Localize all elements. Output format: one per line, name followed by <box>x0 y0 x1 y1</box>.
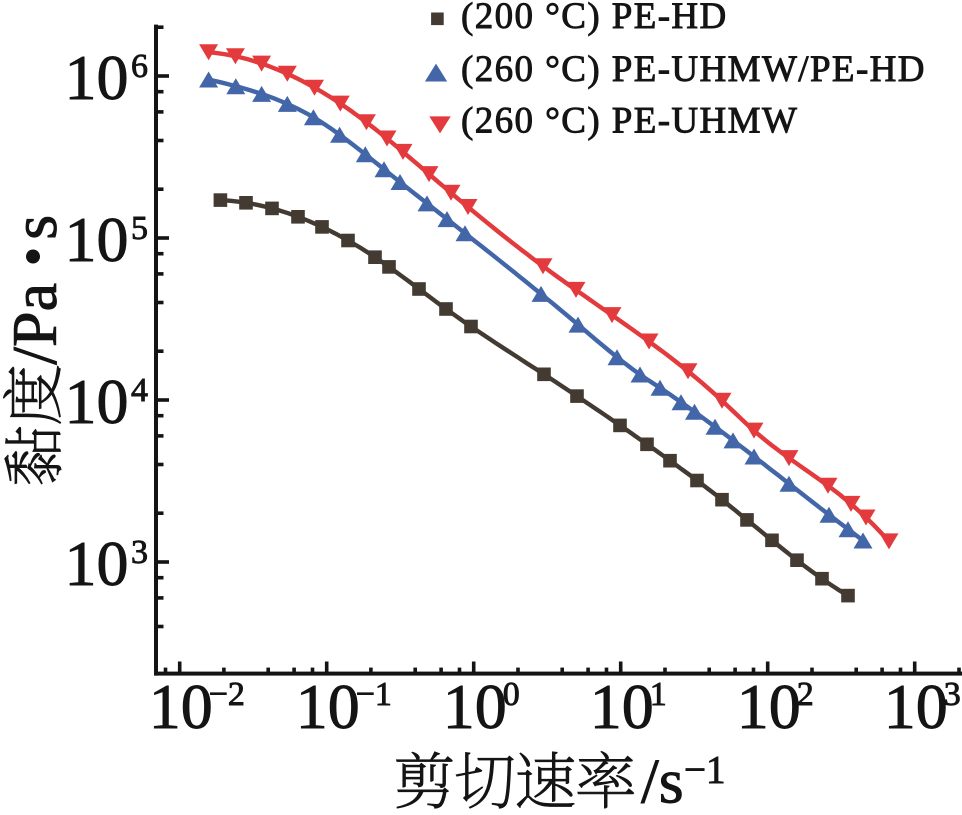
svg-text:10: 10 <box>65 42 129 113</box>
svg-text:10: 10 <box>149 671 213 742</box>
svg-text:/Pa: /Pa <box>0 283 70 365</box>
svg-text:4: 4 <box>131 372 148 409</box>
svg-text:10: 10 <box>443 671 507 742</box>
svg-text:/s: /s <box>641 746 684 811</box>
svg-text:(260 °C) PE-UHMW: (260 °C) PE-UHMW <box>461 101 798 142</box>
svg-text:0: 0 <box>503 676 520 713</box>
svg-text:10: 10 <box>65 528 129 599</box>
svg-text:(200 °C) PE-HD: (200 °C) PE-HD <box>461 0 728 37</box>
svg-text:−1: −1 <box>356 676 392 713</box>
svg-text:5: 5 <box>131 210 148 247</box>
svg-text:3: 3 <box>131 534 148 571</box>
svg-text:6: 6 <box>131 48 148 85</box>
svg-text:10: 10 <box>296 671 360 742</box>
svg-text:10: 10 <box>65 204 129 275</box>
svg-text:s: s <box>0 215 70 240</box>
svg-text:10: 10 <box>737 671 801 742</box>
svg-text:−1: −1 <box>684 749 726 792</box>
svg-text:10: 10 <box>65 366 129 437</box>
svg-text:1: 1 <box>650 676 667 713</box>
svg-text:10: 10 <box>884 671 948 742</box>
svg-text:(260 °C) PE-UHMW/PE-HD: (260 °C) PE-UHMW/PE-HD <box>461 49 926 90</box>
svg-text:−2: −2 <box>209 676 245 713</box>
svg-text:3: 3 <box>944 676 961 713</box>
svg-text:2: 2 <box>797 676 814 713</box>
svg-text:10: 10 <box>590 671 654 742</box>
